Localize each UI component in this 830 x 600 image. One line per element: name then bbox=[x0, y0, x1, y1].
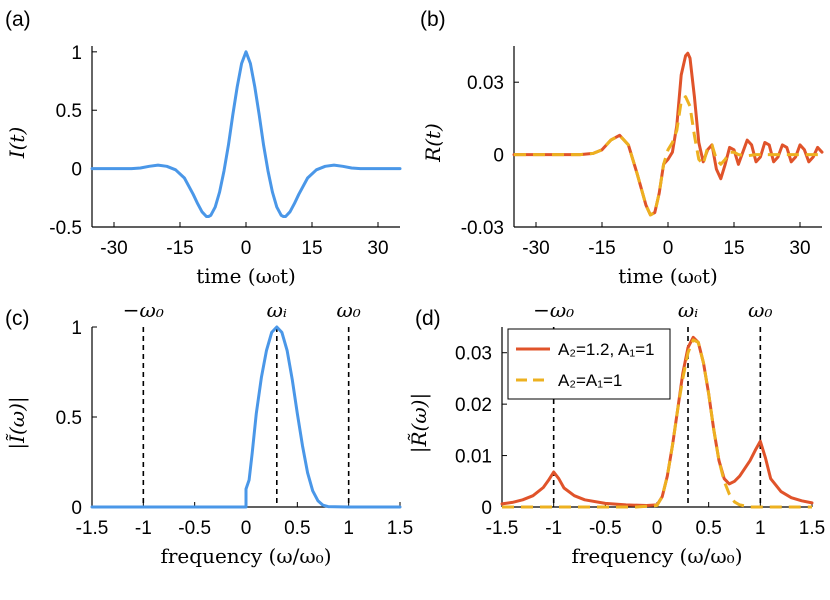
y-tick-label-b-1: 0 bbox=[493, 146, 504, 167]
series-line-b-1 bbox=[514, 95, 822, 217]
y-tick-label-a-2: 0.5 bbox=[56, 101, 82, 122]
panel-label-c: (c) bbox=[5, 307, 30, 330]
x-tick-label-c-4: 0.5 bbox=[284, 518, 310, 539]
x-tick-label-d-4: 0.5 bbox=[695, 518, 721, 539]
x-tick-label-a-1: -15 bbox=[166, 238, 193, 259]
panel-d: (d) −ω₀ ωᵢ ω₀ -1.5 -1 -0.5 0 0.5 1 1.5 0 0.01 0.02 0.0… bbox=[407, 298, 825, 568]
series-line-a-0 bbox=[90, 50, 402, 218]
x-tick-label-a-2: 0 bbox=[241, 238, 252, 259]
panel-a: (a) -30 -15 0 15 30 -0.5 0 0.5 1 time (ω₀t) I(t) bbox=[5, 8, 402, 288]
x-tick-label-c-0: -1.5 bbox=[76, 518, 109, 539]
marker-label-c-0: −ω₀ bbox=[123, 298, 164, 322]
marker-label-d-1: ωᵢ bbox=[678, 298, 698, 322]
y-tick-label-b-0: -0.03 bbox=[461, 218, 504, 239]
x-tick-label-c-3: 0 bbox=[241, 518, 252, 539]
marker-label-d-2: ω₀ bbox=[748, 298, 772, 322]
x-tick-label-b-4: 30 bbox=[789, 238, 810, 259]
y-tick-label-d-2: 0.02 bbox=[455, 395, 492, 416]
x-axis-label-b: time (ω₀t) bbox=[618, 264, 718, 288]
y-axis-label-d: |R̃(ω)| bbox=[407, 393, 432, 453]
x-axis-label-c: frequency (ω/ω₀) bbox=[160, 544, 331, 568]
x-tick-label-c-2: -0.5 bbox=[178, 518, 211, 539]
x-tick-label-b-2: 0 bbox=[663, 238, 674, 259]
y-tick-label-c-2: 1 bbox=[71, 318, 82, 339]
panel-c: (c) −ω₀ ωᵢ ω₀ -1.5 -1 -0.5 0 0.5 1 1.5 0 0.5 1 frequen… bbox=[5, 298, 413, 568]
panel-label-b: (b) bbox=[420, 8, 446, 31]
x-tick-label-d-6: 1.5 bbox=[799, 518, 825, 539]
series-line-c-0 bbox=[90, 325, 402, 509]
y-tick-label-a-0: -0.5 bbox=[49, 218, 82, 239]
x-tick-label-c-5: 1 bbox=[343, 518, 354, 539]
legend-label-0: A₂=1.2, A₁=1 bbox=[558, 340, 654, 359]
y-tick-label-a-1: 0 bbox=[71, 160, 82, 181]
x-tick-label-d-1: -1 bbox=[545, 518, 562, 539]
legend-box bbox=[507, 328, 671, 400]
y-tick-label-a-3: 1 bbox=[71, 43, 82, 64]
x-tick-label-c-1: -1 bbox=[135, 518, 152, 539]
y-tick-label-d-3: 0.03 bbox=[455, 344, 492, 365]
y-tick-label-c-1: 0.5 bbox=[56, 408, 82, 429]
series-line-d-0 bbox=[500, 335, 814, 507]
x-tick-label-d-2: -0.5 bbox=[589, 518, 622, 539]
x-tick-label-a-0: -30 bbox=[100, 238, 127, 259]
marker-label-c-1: ωᵢ bbox=[267, 298, 287, 322]
y-tick-label-c-0: 0 bbox=[71, 498, 82, 519]
y-tick-label-d-1: 0.01 bbox=[455, 447, 492, 468]
x-tick-label-c-6: 1.5 bbox=[387, 518, 413, 539]
x-tick-label-a-3: 15 bbox=[301, 238, 322, 259]
x-tick-label-b-1: -15 bbox=[588, 238, 615, 259]
panel-b: (b) -30 -15 0 15 30 -0.03 0 0.03 time (ω₀t) R(t) bbox=[420, 8, 824, 288]
x-axis-label-a: time (ω₀t) bbox=[196, 264, 296, 288]
legend-label-1: A₂=A₁=1 bbox=[558, 371, 622, 390]
series-line-d-1 bbox=[502, 338, 812, 509]
y-tick-label-d-0: 0 bbox=[481, 498, 492, 519]
y-tick-label-b-2: 0.03 bbox=[467, 73, 504, 94]
panel-label-d: (d) bbox=[415, 307, 441, 330]
x-tick-label-d-5: 1 bbox=[755, 518, 766, 539]
x-axis-label-d: frequency (ω/ω₀) bbox=[571, 544, 742, 568]
legend-d: A₂=1.2, A₁=1 A₂=A₁=1 bbox=[507, 328, 671, 400]
y-axis-label-a: I(t) bbox=[5, 127, 29, 160]
x-tick-label-a-4: 30 bbox=[367, 238, 388, 259]
marker-label-c-2: ω₀ bbox=[337, 298, 361, 322]
y-axis-label-c: |Ĩ(ω)| bbox=[5, 396, 30, 449]
x-tick-label-d-3: 0 bbox=[652, 518, 663, 539]
panel-label-a: (a) bbox=[5, 8, 31, 31]
series-line-b-0 bbox=[512, 51, 824, 217]
y-axis-label-b: R(t) bbox=[421, 123, 445, 163]
x-tick-label-b-3: 15 bbox=[723, 238, 744, 259]
x-tick-label-d-0: -1.5 bbox=[486, 518, 519, 539]
x-tick-label-b-0: -30 bbox=[522, 238, 549, 259]
marker-label-d-0: −ω₀ bbox=[533, 298, 574, 322]
